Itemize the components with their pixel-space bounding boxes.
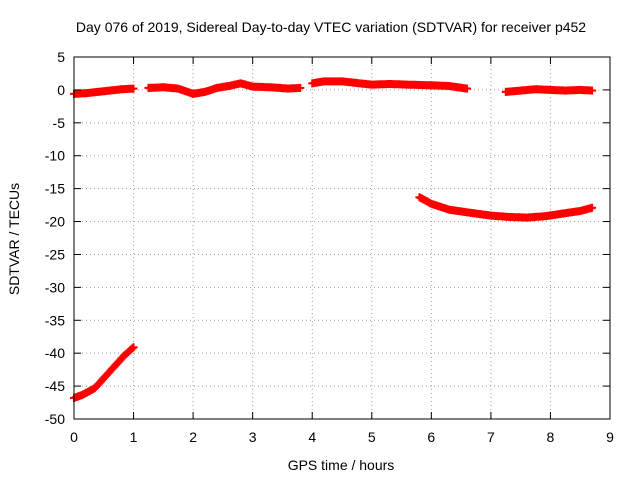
y-tick-label: 0 xyxy=(57,82,65,98)
data-point-trail xyxy=(464,208,494,220)
data-point xyxy=(463,84,472,93)
y-tick-label: -50 xyxy=(45,411,65,427)
x-tick-label: 6 xyxy=(427,429,435,445)
y-tick-label: -20 xyxy=(45,214,65,230)
y-tick-label: -5 xyxy=(53,115,66,131)
y-tick-label: -40 xyxy=(45,345,65,361)
x-tick-label: 5 xyxy=(368,429,376,445)
chart-title: Day 076 of 2019, Sidereal Day-to-day VTE… xyxy=(76,19,586,35)
x-tick-label: 2 xyxy=(189,429,197,445)
x-axis-label: GPS time / hours xyxy=(288,457,395,473)
grid xyxy=(74,57,610,419)
y-tick-label: -30 xyxy=(45,279,65,295)
data-point xyxy=(129,84,138,93)
data-series xyxy=(308,77,472,93)
x-tick-label: 9 xyxy=(606,429,614,445)
x-tick-label: 1 xyxy=(130,429,138,445)
data-series xyxy=(501,85,597,96)
x-tick-label: 8 xyxy=(547,429,555,445)
y-tick-label: -45 xyxy=(45,378,65,394)
data-series xyxy=(144,79,305,98)
x-tick-label: 7 xyxy=(487,429,495,445)
data-point xyxy=(588,203,597,212)
axis-ticks: 0 1 2 3 4 5 6 7 8 9 5 0 -5 -10 -15 -20 -25 -30 -35 -40 -45 -5… xyxy=(45,49,614,445)
x-tick-label: 3 xyxy=(249,429,257,445)
data-point-trail xyxy=(100,362,119,382)
y-tick-label: -10 xyxy=(45,148,65,164)
data-series xyxy=(415,193,597,222)
x-tick-label: 0 xyxy=(70,429,78,445)
data-point xyxy=(129,343,138,352)
data-points xyxy=(70,77,597,402)
y-tick-label: -35 xyxy=(45,312,65,328)
y-tick-label: -15 xyxy=(45,181,65,197)
y-tick-label: -25 xyxy=(45,246,65,262)
data-point xyxy=(588,86,597,95)
y-tick-label: 5 xyxy=(57,49,65,65)
data-series xyxy=(70,84,138,98)
data-point-trail xyxy=(112,352,128,368)
x-tick-label: 4 xyxy=(308,429,316,445)
data-point xyxy=(296,83,305,92)
data-series xyxy=(70,343,138,402)
plot-frame xyxy=(73,56,611,420)
y-axis-label: SDTVAR / TECUs xyxy=(6,183,22,295)
